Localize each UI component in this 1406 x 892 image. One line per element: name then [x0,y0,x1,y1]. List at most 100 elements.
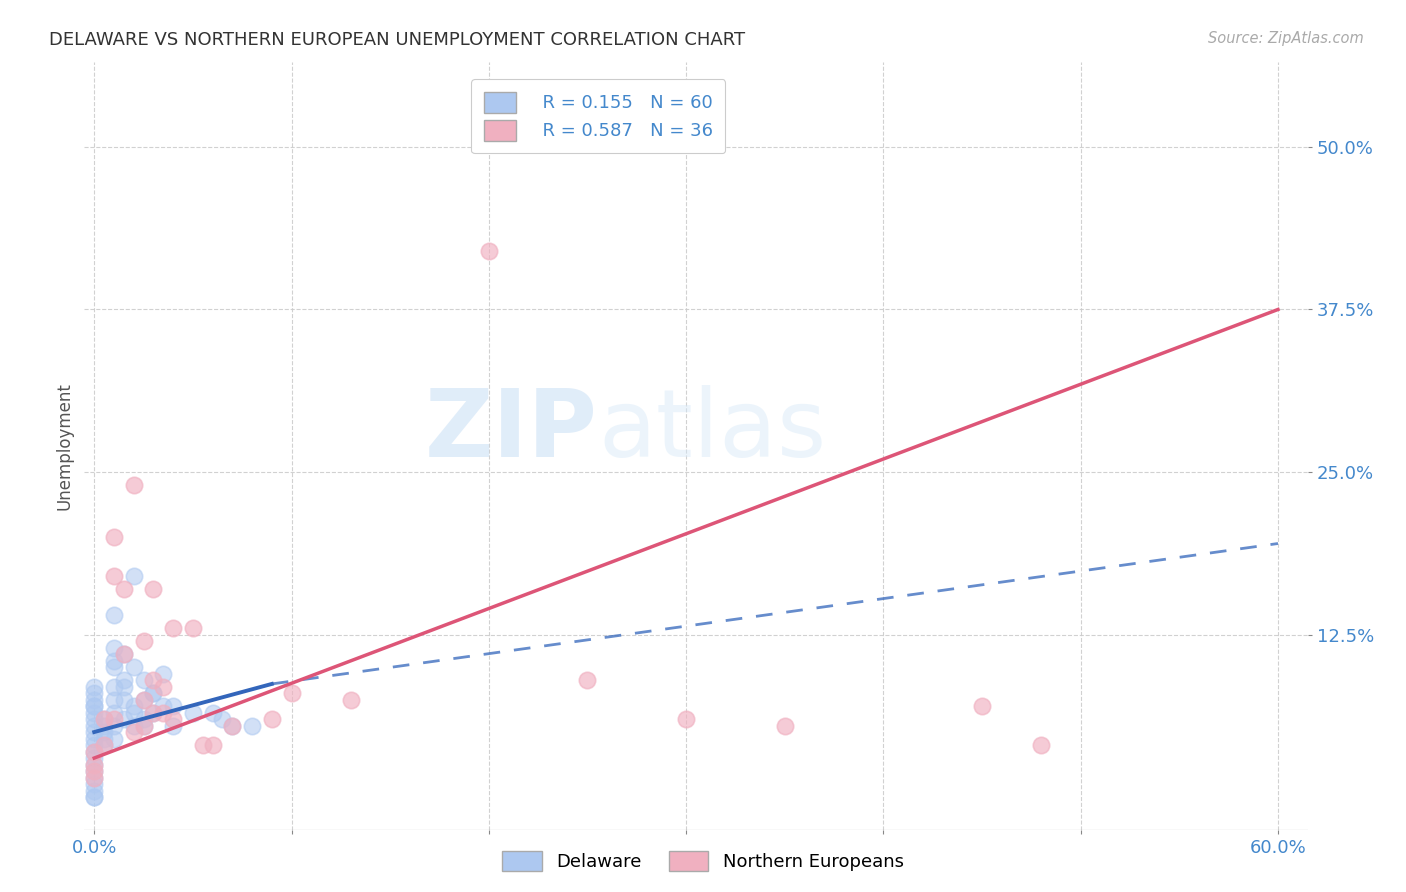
Point [103,654,125,668]
Text: Source: ZipAtlas.com: Source: ZipAtlas.com [1208,31,1364,46]
Point [132,712,155,726]
Point [576,673,599,687]
Point [83,699,105,714]
Point [142,706,165,720]
Point [191,738,214,752]
Point [83,764,105,778]
Point [103,607,125,622]
Point [122,706,145,720]
Point [280,686,302,700]
Point [83,757,105,772]
Point [132,718,155,732]
Point [221,718,243,732]
Point [201,706,224,720]
Point [83,790,105,805]
Point [142,686,165,700]
Point [83,757,105,772]
Point [83,745,105,759]
Point [112,712,135,726]
Point [142,686,165,700]
Point [211,712,233,726]
Legend:   R = 0.155   N = 60,   R = 0.587   N = 36: R = 0.155 N = 60, R = 0.587 N = 36 [471,79,725,153]
Point [132,634,155,648]
Point [112,647,135,661]
Point [83,751,105,765]
Point [112,692,135,706]
Point [181,706,204,720]
Text: DELAWARE VS NORTHERN EUROPEAN UNEMPLOYMENT CORRELATION CHART: DELAWARE VS NORTHERN EUROPEAN UNEMPLOYME… [49,31,745,49]
Point [83,680,105,694]
Point [103,680,125,694]
Point [83,731,105,746]
Point [970,699,993,714]
Point [93,718,115,732]
Point [83,706,105,720]
Point [103,712,125,726]
Point [93,712,115,726]
Point [103,530,125,544]
Point [93,712,115,726]
Point [221,718,243,732]
Point [152,666,174,681]
Text: ZIP: ZIP [425,384,598,476]
Point [122,569,145,583]
Point [181,621,204,635]
Point [103,718,125,732]
Point [162,712,184,726]
Point [83,771,105,785]
Y-axis label: Unemployment: Unemployment [55,382,73,510]
Point [122,718,145,732]
Point [83,692,105,706]
Point [83,699,105,714]
Point [162,621,184,635]
Point [93,725,115,739]
Point [162,699,184,714]
Point [93,738,115,752]
Point [152,706,174,720]
Point [260,712,283,726]
Point [112,673,135,687]
Point [122,699,145,714]
Point [103,706,125,720]
Point [112,582,135,596]
Point [339,692,361,706]
Point [83,725,105,739]
Point [142,706,165,720]
Point [93,731,115,746]
Point [103,569,125,583]
Point [162,718,184,732]
Point [132,718,155,732]
Point [112,680,135,694]
Point [83,783,105,797]
Point [83,745,105,759]
Point [142,582,165,596]
Point [1031,738,1053,752]
Point [83,718,105,732]
Point [478,244,501,258]
Point [132,673,155,687]
Point [83,777,105,791]
Text: atlas: atlas [598,384,827,476]
Point [103,731,125,746]
Point [83,764,105,778]
Point [103,660,125,674]
Point [240,718,263,732]
Point [122,660,145,674]
Legend: Delaware, Northern Europeans: Delaware, Northern Europeans [495,844,911,879]
Point [152,680,174,694]
Point [83,771,105,785]
Point [152,699,174,714]
Point [201,738,224,752]
Point [122,478,145,492]
Point [112,647,135,661]
Point [83,712,105,726]
Point [132,692,155,706]
Point [675,712,697,726]
Point [83,738,105,752]
Point [122,725,145,739]
Point [93,738,115,752]
Point [103,640,125,655]
Point [132,692,155,706]
Point [83,790,105,805]
Point [773,718,796,732]
